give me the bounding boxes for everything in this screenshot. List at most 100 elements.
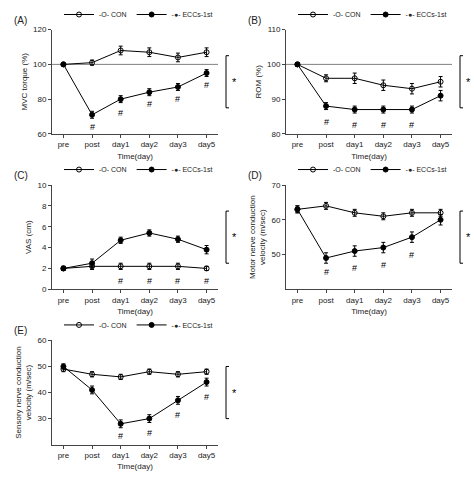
svg-text:day1: day1 (112, 140, 130, 149)
svg-text:(D): (D) (248, 170, 262, 181)
svg-text:Time(day): Time(day) (117, 152, 153, 161)
svg-text:60: 60 (271, 216, 280, 225)
svg-text:day5: day5 (198, 451, 216, 460)
svg-text:60: 60 (37, 130, 46, 139)
svg-text:#: # (118, 431, 123, 441)
svg-text:post: post (318, 140, 334, 149)
svg-text:MVC torque (%): MVC torque (%) (20, 53, 29, 111)
svg-text:Time(day): Time(day) (351, 307, 387, 316)
svg-text:Time(day): Time(day) (351, 152, 387, 161)
svg-text:day1: day1 (346, 296, 364, 305)
svg-text:day2: day2 (141, 140, 159, 149)
svg-text:100: 100 (33, 60, 47, 69)
svg-text:day3: day3 (169, 451, 187, 460)
svg-text:(A): (A) (14, 15, 27, 26)
svg-text:(B): (B) (248, 15, 261, 26)
svg-text:#: # (324, 117, 329, 127)
svg-text:Time(day): Time(day) (117, 462, 153, 471)
svg-text:#: # (352, 263, 357, 273)
svg-text:110: 110 (268, 25, 281, 34)
svg-text:90: 90 (271, 95, 280, 104)
svg-text:-●- ECCs-1st: -●- ECCs-1st (406, 11, 447, 18)
svg-text:50: 50 (37, 362, 46, 371)
svg-text:pre: pre (58, 451, 70, 460)
svg-text:*: * (466, 231, 471, 243)
svg-text:*: * (466, 76, 471, 88)
svg-text:ROM (%): ROM (%) (254, 65, 263, 99)
svg-text:post: post (84, 296, 100, 305)
svg-text:100: 100 (267, 60, 281, 69)
svg-text:40: 40 (37, 388, 46, 397)
svg-text:#: # (324, 267, 329, 277)
svg-text:-●- ECCs-1st: -●- ECCs-1st (172, 166, 213, 173)
svg-text:#: # (90, 122, 95, 132)
svg-text:#: # (175, 276, 180, 286)
svg-text:80: 80 (37, 95, 46, 104)
svg-text:*: * (232, 231, 237, 243)
svg-text:#: # (204, 80, 209, 90)
svg-text:0: 0 (42, 285, 47, 294)
svg-text:day5: day5 (198, 296, 216, 305)
svg-text:pre: pre (292, 140, 304, 149)
svg-text:day3: day3 (169, 140, 187, 149)
svg-text:120: 120 (33, 25, 47, 34)
svg-text:day3: day3 (403, 140, 421, 149)
svg-text:day1: day1 (112, 451, 130, 460)
svg-text:8: 8 (42, 202, 47, 211)
svg-text:post: post (84, 140, 100, 149)
svg-text:day5: day5 (432, 140, 450, 149)
svg-text:Time(day): Time(day) (117, 307, 153, 316)
svg-text:60: 60 (37, 336, 46, 345)
svg-text:4: 4 (42, 243, 47, 252)
svg-text:day1: day1 (346, 140, 364, 149)
svg-text:(E): (E) (14, 325, 27, 336)
svg-text:30: 30 (37, 414, 46, 423)
svg-text:-●- ECCs-1st: -●- ECCs-1st (172, 11, 213, 18)
svg-text:*: * (232, 76, 237, 88)
svg-text:#: # (147, 428, 152, 438)
svg-text:pre: pre (292, 296, 304, 305)
svg-text:#: # (381, 120, 386, 130)
svg-text:day5: day5 (432, 296, 450, 305)
svg-text:#: # (175, 94, 180, 104)
svg-text:50: 50 (271, 250, 280, 259)
svg-text:6: 6 (42, 223, 47, 232)
svg-text:-O- CON: -O- CON (99, 322, 127, 329)
svg-text:#: # (175, 410, 180, 420)
svg-text:Motor nerve conductionvelocity: Motor nerve conductionvelocity (m/sec) (248, 195, 267, 279)
svg-text:-●- ECCs-1st: -●- ECCs-1st (406, 166, 447, 173)
svg-text:post: post (318, 296, 334, 305)
svg-text:day3: day3 (403, 296, 421, 305)
svg-text:10: 10 (37, 181, 46, 190)
svg-text:#: # (381, 260, 386, 270)
svg-text:day2: day2 (375, 140, 393, 149)
svg-text:day1: day1 (112, 296, 130, 305)
svg-text:post: post (84, 451, 100, 460)
svg-text:-O- CON: -O- CON (333, 166, 361, 173)
svg-text:day3: day3 (169, 296, 187, 305)
svg-text:-O- CON: -O- CON (99, 11, 127, 18)
svg-text:#: # (147, 276, 152, 286)
svg-text:#: # (352, 120, 357, 130)
svg-text:#: # (204, 276, 209, 286)
svg-text:70: 70 (271, 181, 280, 190)
svg-text:day5: day5 (198, 140, 216, 149)
svg-text:*: * (232, 387, 237, 399)
svg-text:Sensory nerve conductionveloci: Sensory nerve conductionvelocity (m/sec) (14, 346, 33, 439)
svg-text:80: 80 (271, 130, 280, 139)
svg-text:(C): (C) (14, 170, 28, 181)
svg-text:#: # (409, 250, 414, 260)
svg-text:pre: pre (58, 140, 70, 149)
svg-text:-O- CON: -O- CON (333, 11, 361, 18)
svg-text:2: 2 (42, 264, 47, 273)
svg-text:day2: day2 (141, 451, 159, 460)
svg-text:#: # (147, 99, 152, 109)
svg-text:pre: pre (58, 296, 70, 305)
svg-text:day2: day2 (375, 296, 393, 305)
svg-text:#: # (409, 120, 414, 130)
svg-text:#: # (118, 108, 123, 118)
svg-text:-●- ECCs-1st: -●- ECCs-1st (172, 322, 213, 329)
svg-text:VAS (cm): VAS (cm) (24, 220, 33, 254)
svg-text:#: # (118, 276, 123, 286)
svg-text:day2: day2 (141, 296, 159, 305)
